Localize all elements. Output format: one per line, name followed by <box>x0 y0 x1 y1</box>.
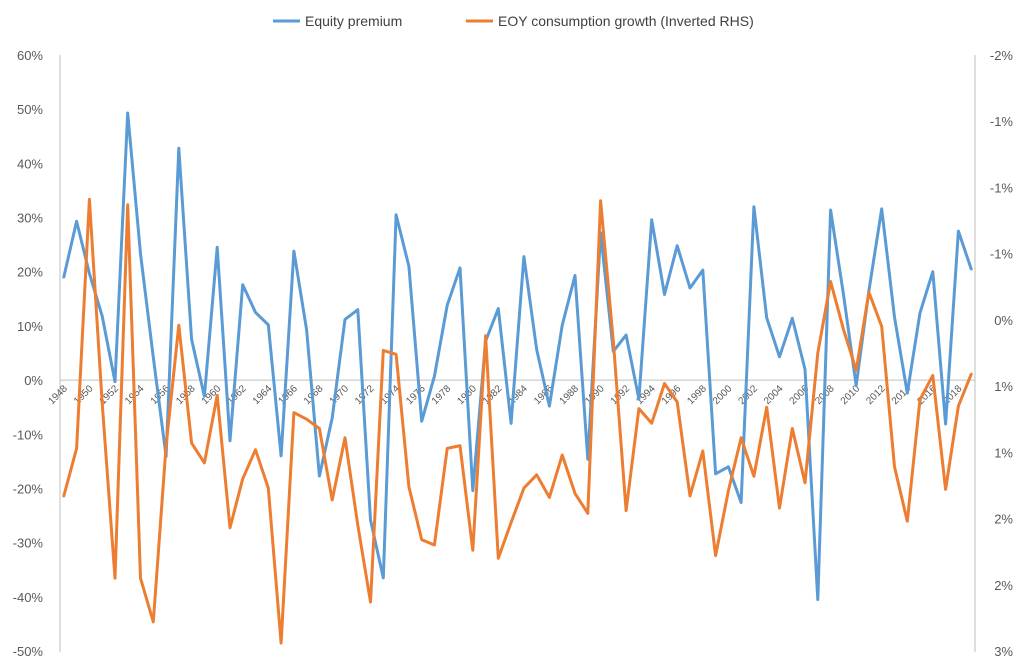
x-tick-label: 1992 <box>609 383 633 407</box>
right-tick-label: 2% <box>994 512 1013 527</box>
x-tick-label: 1998 <box>685 383 709 407</box>
series-line-consumption-growth <box>62 197 973 645</box>
series-layer <box>62 111 973 645</box>
right-tick-label: -2% <box>990 48 1014 63</box>
left-tick-label: 0% <box>24 373 43 388</box>
right-tick-label: 2% <box>994 578 1013 593</box>
right-tick-label: -1% <box>990 247 1014 262</box>
x-tick-label: 2014 <box>890 383 914 407</box>
left-tick-label: -10% <box>13 427 44 442</box>
x-tick-label: 1982 <box>481 383 505 407</box>
x-tick-label: 1990 <box>583 383 607 407</box>
legend-label-equity-premium: Equity premium <box>305 13 402 29</box>
left-tick-label: -50% <box>13 644 44 659</box>
x-tick-label: 1970 <box>328 383 352 407</box>
x-tick-label: 1972 <box>353 383 377 407</box>
left-tick-label: -20% <box>13 481 44 496</box>
x-tick-label: 1964 <box>251 383 275 407</box>
left-tick-label: 20% <box>17 265 43 280</box>
left-tick-label: 40% <box>17 156 43 171</box>
legend-label-consumption-growth: EOY consumption growth (Inverted RHS) <box>498 13 754 29</box>
left-tick-label: 10% <box>17 319 43 334</box>
left-tick-label: 30% <box>17 211 43 226</box>
x-tick-label: 2010 <box>839 383 863 407</box>
right-tick-label: 1% <box>994 445 1013 460</box>
x-tick-label: 2012 <box>864 383 888 407</box>
x-tick-label: 2000 <box>711 383 735 407</box>
x-tick-label: 1948 <box>46 383 70 407</box>
left-tick-label: 50% <box>17 102 43 117</box>
legend: Equity premium EOY consumption growth (I… <box>273 13 754 29</box>
left-tick-label: 60% <box>17 48 43 63</box>
right-tick-label: -1% <box>990 114 1014 129</box>
x-tick-label: 1978 <box>430 383 454 407</box>
x-tick-label: 2004 <box>762 383 786 407</box>
right-tick-label: 0% <box>994 313 1013 328</box>
left-tick-label: -30% <box>13 536 44 551</box>
right-tick-label: 3% <box>994 644 1013 659</box>
x-tick-label: 1988 <box>558 383 582 407</box>
left-axis-ticks: 60% 50% 40% 30% 20% 10% 0% -10% -20% -30% -40% -50% <box>13 48 44 659</box>
right-tick-label: -1% <box>990 180 1014 195</box>
right-tick-label: 1% <box>994 379 1013 394</box>
x-tick-label: 2002 <box>737 383 761 407</box>
left-tick-label: -40% <box>13 590 44 605</box>
x-tick-label: 1976 <box>404 383 428 407</box>
x-tick-label: 1966 <box>276 383 300 407</box>
x-tick-label: 1950 <box>72 383 96 407</box>
right-axis-ticks: -2% -1% -1% -1% 0% 1% 1% 2% 2% 3% <box>990 48 1014 659</box>
series-line-equity-premium <box>62 111 973 601</box>
